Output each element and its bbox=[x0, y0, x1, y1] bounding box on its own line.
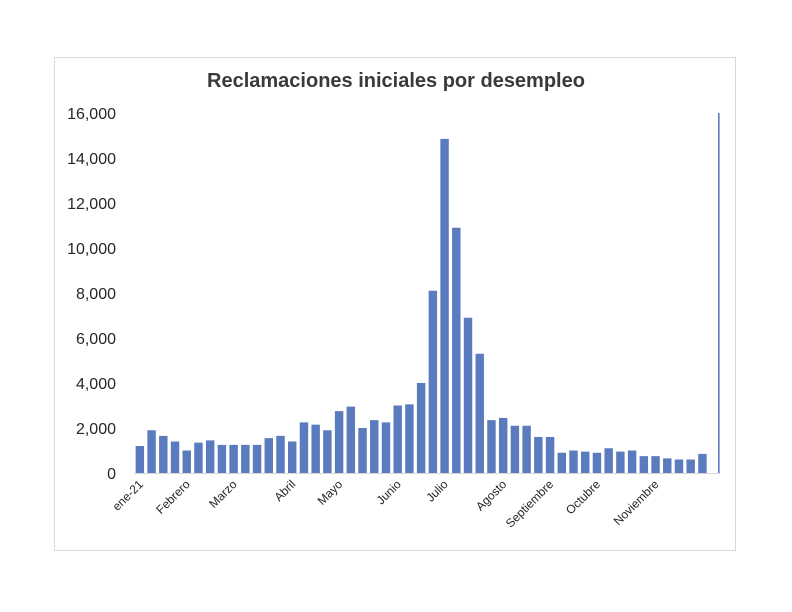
bar bbox=[581, 451, 590, 474]
x-tick-label: Mayo bbox=[315, 477, 346, 508]
bars bbox=[135, 113, 720, 474]
bar bbox=[463, 317, 473, 473]
bar bbox=[182, 450, 191, 473]
bar bbox=[241, 444, 250, 474]
bar bbox=[381, 422, 391, 474]
bar bbox=[299, 422, 309, 474]
bar bbox=[639, 456, 649, 474]
y-tick-label: 2,000 bbox=[76, 421, 116, 438]
bar bbox=[217, 444, 227, 474]
bar bbox=[135, 446, 145, 473]
bar bbox=[522, 425, 531, 473]
bar bbox=[440, 138, 449, 474]
x-tick-label: Agosto bbox=[473, 477, 510, 514]
bar bbox=[604, 448, 613, 473]
bar bbox=[663, 458, 672, 474]
bar bbox=[405, 404, 414, 474]
x-tick-label: Octubre bbox=[563, 477, 603, 517]
bar bbox=[358, 428, 367, 473]
bar bbox=[428, 290, 438, 473]
bar bbox=[264, 438, 273, 474]
bar bbox=[370, 420, 379, 474]
bar bbox=[194, 442, 203, 474]
y-tick-label: 16,000 bbox=[67, 106, 116, 123]
x-tick-label: Febrero bbox=[153, 477, 193, 517]
bar bbox=[311, 424, 320, 474]
bar bbox=[346, 406, 356, 474]
bar bbox=[674, 459, 684, 473]
bar bbox=[288, 441, 297, 473]
bar bbox=[569, 450, 578, 473]
y-tick-label: 8,000 bbox=[76, 286, 116, 303]
bar bbox=[475, 353, 484, 473]
bar bbox=[323, 430, 332, 473]
bar bbox=[229, 444, 238, 474]
bar bbox=[698, 453, 707, 474]
y-tick-label: 12,000 bbox=[67, 196, 116, 213]
bar bbox=[627, 450, 637, 473]
bar bbox=[205, 440, 215, 474]
x-tick-label: Abril bbox=[271, 477, 298, 504]
bar bbox=[159, 435, 168, 474]
bar bbox=[545, 437, 555, 473]
bar bbox=[557, 452, 566, 473]
bar bbox=[498, 417, 508, 474]
x-tick-label: Septiembre bbox=[503, 477, 557, 531]
y-tick-label: 0 bbox=[107, 466, 116, 483]
bar bbox=[276, 435, 285, 474]
y-axis: 0 2,000 4,000 6,000 8,000 10,000 12,000 14,000 1… bbox=[67, 106, 116, 483]
bar bbox=[416, 383, 426, 473]
chart-title: Reclamaciones iniciales por desempleo bbox=[207, 70, 585, 92]
y-tick-label: 14,000 bbox=[67, 151, 116, 168]
bar bbox=[170, 441, 180, 473]
bar bbox=[334, 411, 344, 474]
bar bbox=[252, 444, 262, 474]
x-tick-label: Junio bbox=[374, 477, 404, 507]
bar bbox=[616, 451, 625, 474]
x-axis: ene-21 Febrero Marzo Abril Mayo Junio Julio Ago… bbox=[110, 477, 662, 531]
x-tick-label: Noviembre bbox=[611, 477, 662, 528]
bar bbox=[147, 430, 156, 473]
bar bbox=[393, 405, 402, 473]
bar bbox=[651, 456, 660, 474]
bar bbox=[534, 437, 543, 473]
bar bbox=[592, 452, 602, 473]
bar bbox=[686, 459, 695, 473]
x-tick-label: Marzo bbox=[206, 477, 240, 511]
bar bbox=[718, 113, 720, 473]
x-tick-label: Julio bbox=[423, 477, 451, 505]
bar bbox=[452, 227, 461, 473]
bar bbox=[487, 420, 496, 474]
bar bbox=[510, 425, 520, 473]
y-tick-label: 4,000 bbox=[76, 376, 116, 393]
y-tick-label: 6,000 bbox=[76, 331, 116, 348]
y-tick-label: 10,000 bbox=[67, 241, 116, 258]
